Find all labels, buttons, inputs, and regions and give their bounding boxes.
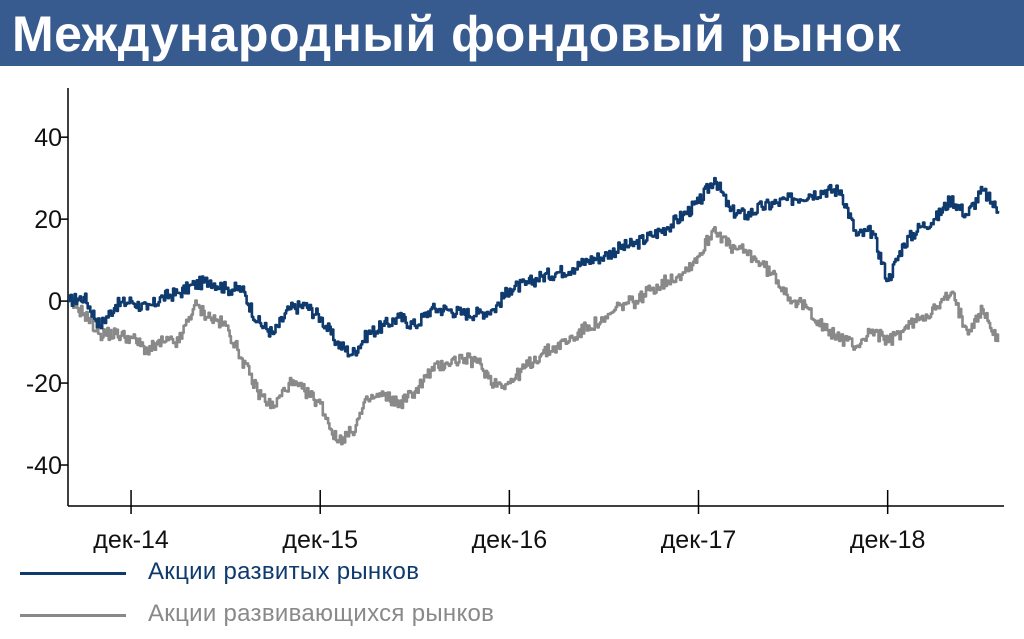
y-tick-label: -20	[26, 370, 62, 398]
x-tick-label: дек-14	[93, 526, 169, 554]
legend-label-emerging: Акции развивающихся рынков	[148, 600, 495, 627]
y-tick-label: 0	[48, 288, 62, 316]
y-tick-label: 40	[34, 124, 62, 152]
legend-swatch-emerging	[20, 614, 126, 617]
legend-swatch-developed	[20, 572, 126, 575]
page-title: Международный фондовый рынок	[12, 6, 902, 62]
legend-label-developed: Акции развитых рынков	[148, 558, 420, 585]
x-tick-label: дек-16	[472, 526, 548, 554]
x-tick-label: дек-15	[282, 526, 358, 554]
x-tick-label: дек-17	[661, 526, 737, 554]
y-tick-label: -40	[26, 452, 62, 480]
series-line-emerging	[68, 226, 1000, 446]
x-tick-label: дек-18	[850, 526, 926, 554]
y-tick-label: 20	[34, 206, 62, 234]
title-bar: Международный фондовый рынок	[0, 0, 1024, 66]
series-line-developed	[68, 176, 1000, 358]
